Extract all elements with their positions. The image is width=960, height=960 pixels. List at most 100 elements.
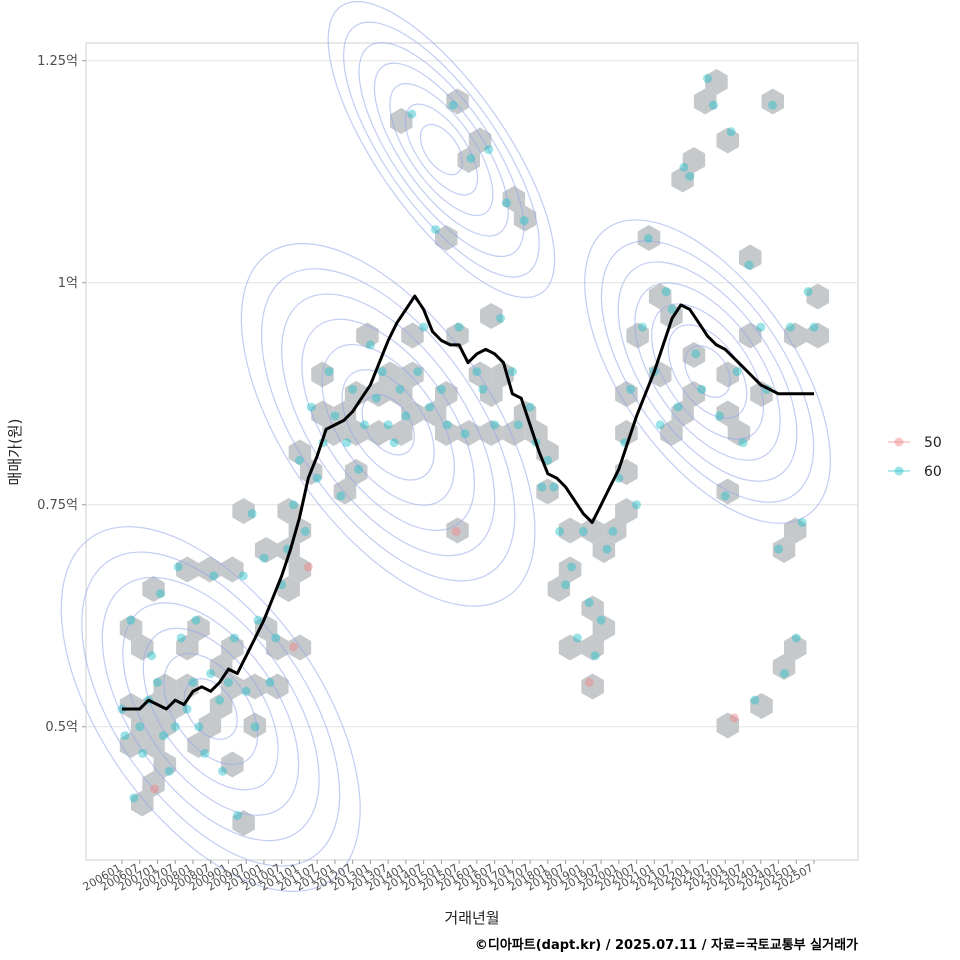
- scatter-point-60: [708, 100, 718, 110]
- density-contour: [358, 42, 525, 258]
- hex-cell: [480, 303, 503, 329]
- hex-cell: [367, 381, 390, 407]
- hex-cell: [693, 88, 717, 115]
- density-contour: [651, 303, 765, 440]
- scatter-point-60: [164, 766, 174, 776]
- scatter-point-60: [655, 420, 665, 430]
- scatter-point-60: [572, 633, 582, 643]
- hex-cell: [187, 615, 210, 641]
- scatter-point-60: [407, 109, 417, 119]
- hex-cell: [209, 693, 233, 719]
- hex-cell: [615, 498, 638, 524]
- hex-cell: [435, 420, 458, 446]
- scatter-point-60: [294, 455, 304, 465]
- scatter-point-60: [466, 153, 476, 163]
- hex-cell: [435, 381, 458, 407]
- scatter-point-60: [425, 402, 435, 412]
- scatter-point-60: [525, 402, 535, 412]
- hex-cell: [153, 712, 177, 739]
- scatter-point-60: [460, 429, 470, 439]
- hex-cell: [682, 381, 706, 407]
- hex-cell: [153, 751, 177, 778]
- scatter-point-60: [714, 411, 724, 421]
- scatter-point-60: [126, 615, 136, 625]
- scatter-point-60: [191, 615, 201, 625]
- scatter-point-60: [209, 571, 219, 581]
- y-tick-label: 1억: [58, 276, 78, 291]
- scatter-point-60: [738, 438, 748, 448]
- hex-cell: [603, 517, 627, 544]
- hex-cell: [581, 517, 604, 544]
- hex-cell: [682, 147, 706, 173]
- y-tick-label: 1.25억: [37, 54, 78, 69]
- scatter-point-60: [324, 367, 334, 377]
- hex-cell: [806, 322, 829, 349]
- hex-cell: [784, 322, 807, 349]
- hex-cell: [784, 634, 807, 661]
- hex-cell: [446, 322, 469, 349]
- hex-cell: [457, 147, 480, 173]
- scatter-point-60: [342, 438, 352, 448]
- density-contour: [419, 123, 463, 176]
- hex-cell: [626, 322, 649, 349]
- hex-cell: [390, 108, 413, 134]
- scatter-point-60: [774, 544, 784, 554]
- scatter-point-60: [247, 509, 257, 519]
- scatter-point-60: [238, 571, 248, 581]
- hex-cell: [446, 88, 469, 115]
- scatter-point-60: [809, 322, 819, 332]
- density-contour: [301, 318, 476, 532]
- scatter-point-60: [478, 384, 488, 394]
- scatter-point-60: [496, 313, 506, 323]
- scatter-point-50: [150, 784, 160, 794]
- density-contour: [373, 62, 509, 237]
- hex-cell: [671, 166, 694, 193]
- scatter-point-60: [537, 482, 547, 492]
- scatter-point-60: [561, 580, 571, 590]
- hex-cell: [254, 537, 278, 563]
- moving-average-path: [122, 294, 814, 711]
- scatter-point-60: [173, 562, 183, 572]
- hex-cell: [671, 400, 694, 427]
- hex-cell: [221, 634, 244, 661]
- scatter-point-60: [170, 722, 180, 732]
- scatter-point-60: [685, 171, 695, 181]
- density-contour: [341, 369, 435, 481]
- legend-key-point: [894, 437, 904, 447]
- scatter-point-60: [750, 695, 760, 705]
- legend-key-point: [894, 466, 904, 476]
- scatter-point-60: [519, 216, 529, 226]
- scatter-point-60: [271, 633, 281, 643]
- scatter-point-60: [300, 526, 310, 536]
- scatter-point-60: [697, 384, 707, 394]
- scatter-point-60: [436, 384, 446, 394]
- scatter-point-60: [643, 233, 653, 243]
- scatter-point-60: [442, 420, 452, 430]
- scatter-point-60: [744, 260, 754, 270]
- scatter-point-60: [726, 127, 736, 137]
- y-tick-label: 0.75억: [37, 498, 78, 513]
- hex-cell: [176, 556, 199, 583]
- scatter-point-60: [797, 518, 807, 528]
- hex-cell: [581, 673, 604, 700]
- density-contour: [60, 526, 361, 892]
- density-contour: [321, 343, 455, 506]
- hex-cell: [446, 517, 469, 544]
- density-contour: [163, 652, 259, 766]
- density-contour: [667, 324, 748, 419]
- density-contour: [634, 282, 781, 461]
- scatter-point-60: [637, 322, 647, 332]
- hex-cell: [558, 634, 582, 661]
- hex-cell: [558, 517, 582, 544]
- hex-cell: [153, 673, 177, 700]
- hex-cell: [637, 225, 661, 251]
- hex-cell: [423, 400, 447, 427]
- scatter-point-60: [289, 500, 299, 510]
- hex-cell: [772, 537, 796, 563]
- scatter-point-60: [632, 500, 642, 510]
- scatter-point-60: [182, 704, 192, 714]
- hex-cell: [232, 498, 255, 524]
- scatter-point-60: [448, 100, 458, 110]
- hex-cell: [536, 478, 559, 505]
- density-contour: [404, 103, 479, 196]
